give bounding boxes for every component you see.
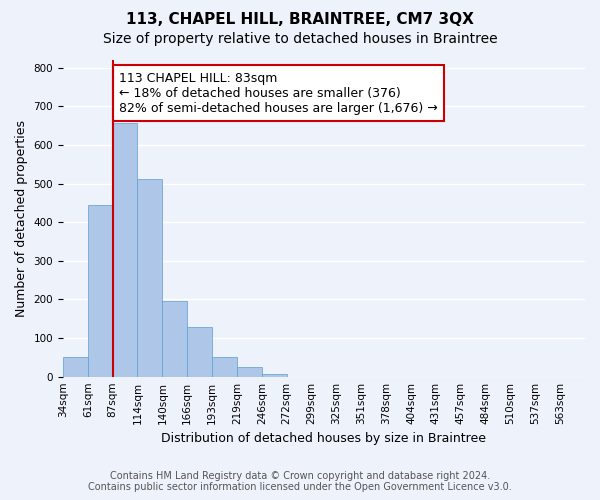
Bar xyxy=(237,366,262,376)
Text: 113, CHAPEL HILL, BRAINTREE, CM7 3QX: 113, CHAPEL HILL, BRAINTREE, CM7 3QX xyxy=(126,12,474,28)
Bar xyxy=(212,358,237,376)
Text: 113 CHAPEL HILL: 83sqm
← 18% of detached houses are smaller (376)
82% of semi-de: 113 CHAPEL HILL: 83sqm ← 18% of detached… xyxy=(119,72,437,114)
Text: Size of property relative to detached houses in Braintree: Size of property relative to detached ho… xyxy=(103,32,497,46)
Bar xyxy=(137,178,163,376)
Bar xyxy=(88,205,113,376)
Bar xyxy=(113,122,137,376)
Bar xyxy=(187,327,212,376)
Bar xyxy=(63,358,88,376)
Bar xyxy=(163,302,187,376)
X-axis label: Distribution of detached houses by size in Braintree: Distribution of detached houses by size … xyxy=(161,432,487,445)
Y-axis label: Number of detached properties: Number of detached properties xyxy=(15,120,28,317)
Bar xyxy=(262,374,287,376)
Text: Contains HM Land Registry data © Crown copyright and database right 2024.
Contai: Contains HM Land Registry data © Crown c… xyxy=(88,471,512,492)
